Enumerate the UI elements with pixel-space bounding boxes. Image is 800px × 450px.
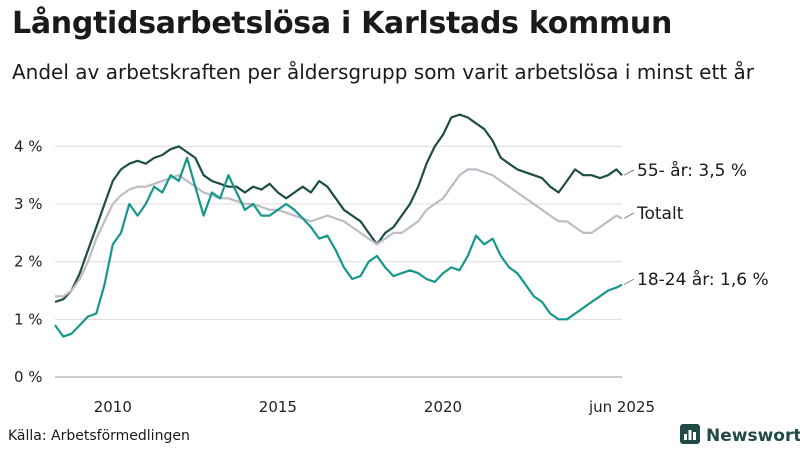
chart-title: Långtidsarbetslösa i Karlstads kommun — [12, 6, 673, 41]
brand-name: Newsworthy — [706, 426, 800, 446]
series-end-label: 18-24 år: 1,6 % — [637, 269, 769, 290]
label-leader-0 — [623, 169, 635, 176]
gridlines — [55, 145, 622, 378]
y-tick-label: 0 % — [14, 368, 43, 386]
x-tick-label: 2015 — [259, 398, 297, 416]
label-leader-2 — [623, 278, 635, 286]
label-leader-1 — [623, 212, 635, 219]
series-end-labels: 55- år: 3,5 % Totalt 18-24 år: 1,6 % — [623, 160, 769, 290]
series-lines — [54, 113, 623, 338]
bar-chart-icon — [680, 424, 700, 448]
series-line-0 — [54, 113, 623, 304]
x-tick-label: 2010 — [94, 398, 132, 416]
series-end-label: 55- år: 3,5 % — [637, 160, 747, 181]
y-tick-label: 3 % — [14, 195, 43, 213]
x-tick-label: 2020 — [424, 398, 462, 416]
chart-subtitle: Andel av arbetskraften per åldersgrupp s… — [12, 60, 754, 84]
y-axis-ticks: 0 % 1 % 2 % 3 % 4 % — [14, 137, 43, 386]
source-note: Källa: Arbetsförmedlingen — [8, 428, 190, 444]
y-tick-label: 1 % — [14, 310, 43, 328]
x-tick-label: jun 2025 — [588, 398, 655, 416]
brand-logo[interactable]: Newsworthy — [680, 424, 800, 448]
series-end-label: Totalt — [636, 204, 684, 224]
y-tick-label: 2 % — [14, 253, 43, 271]
y-tick-label: 4 % — [14, 137, 43, 155]
x-axis-ticks: 2010 2015 2020 jun 2025 — [94, 398, 655, 416]
series-line-2 — [54, 156, 623, 338]
series-line-1 — [55, 168, 623, 298]
